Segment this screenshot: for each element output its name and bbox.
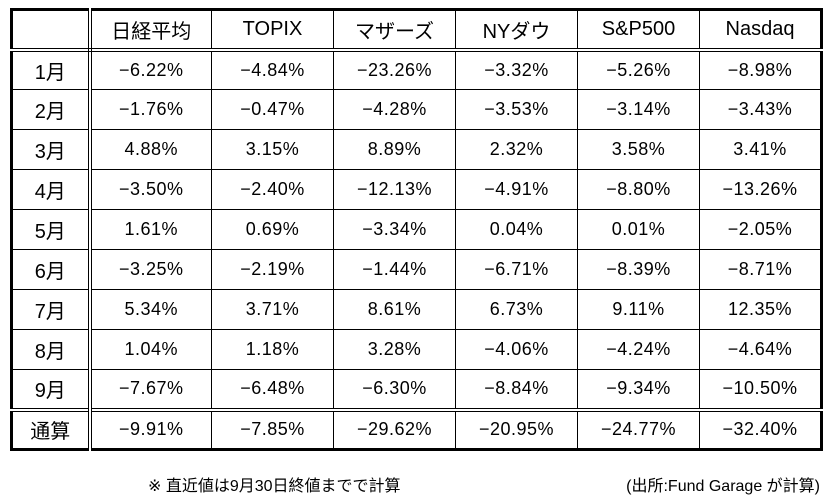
table-cell: 3.58% <box>577 129 700 170</box>
table-row: 6月 −3.25% −2.19% −1.44% −6.71% −8.39% −8.71% <box>11 249 822 290</box>
table-cell: 1.04% <box>89 329 212 370</box>
table-cell: 4.88% <box>89 129 212 170</box>
column-header: 日経平均 <box>89 9 212 52</box>
table-cell: −8.39% <box>577 249 700 290</box>
footnotes: ※ 直近値は9月30日終値までで計算 (出所:Fund Garage が計算) <box>10 472 820 496</box>
table-cell: −4.64% <box>699 329 822 370</box>
table-cell: 3.71% <box>211 289 334 330</box>
table-row: 9月 −7.67% −6.48% −6.30% −8.84% −9.34% −10.50% <box>11 369 822 410</box>
table-cell: −20.95% <box>455 407 578 450</box>
table-cell: −32.40% <box>699 407 822 450</box>
table-cell: 8.89% <box>333 129 456 170</box>
corner-cell <box>11 9 92 52</box>
column-header: S&P500 <box>577 9 700 52</box>
table-body: 1月 −6.22% −4.84% −23.26% −3.32% −5.26% −8.98% 2… <box>11 49 822 450</box>
table-cell: −2.19% <box>211 249 334 290</box>
table-cell: −9.91% <box>89 407 212 450</box>
table-cell: −8.71% <box>699 249 822 290</box>
row-label: 8月 <box>11 329 92 370</box>
table-cell: −8.80% <box>577 169 700 210</box>
header-row: 日経平均 TOPIX マザーズ NYダウ S&P500 Nasdaq <box>11 9 822 52</box>
table-cell: −4.91% <box>455 169 578 210</box>
table-cell: −0.47% <box>211 89 334 130</box>
table-row: 通算 −9.91% −7.85% −29.62% −20.95% −24.77% −32.4… <box>11 407 822 450</box>
table-cell: −4.84% <box>211 49 334 90</box>
table-cell: −5.26% <box>577 49 700 90</box>
table-row: 5月 1.61% 0.69% −3.34% 0.04% 0.01% −2.05% <box>11 209 822 250</box>
table-cell: −3.50% <box>89 169 212 210</box>
table-cell: 0.04% <box>455 209 578 250</box>
footnote-calculation-note: ※ 直近値は9月30日終値までで計算 <box>148 478 401 495</box>
row-label: 通算 <box>11 407 92 450</box>
column-header: Nasdaq <box>699 9 822 52</box>
row-label: 2月 <box>11 89 92 130</box>
table-cell: −3.53% <box>455 89 578 130</box>
row-label: 4月 <box>11 169 92 210</box>
table-row: 7月 5.34% 3.71% 8.61% 6.73% 9.11% 12.35% <box>11 289 822 330</box>
row-label: 5月 <box>11 209 92 250</box>
table-cell: 2.32% <box>455 129 578 170</box>
table-cell: −4.06% <box>455 329 578 370</box>
table-cell: −24.77% <box>577 407 700 450</box>
table-cell: −8.84% <box>455 369 578 410</box>
table-cell: −12.13% <box>333 169 456 210</box>
table-cell: 0.69% <box>211 209 334 250</box>
table-cell: −2.40% <box>211 169 334 210</box>
table-cell: −1.76% <box>89 89 212 130</box>
table-cell: −3.34% <box>333 209 456 250</box>
table-cell: 1.18% <box>211 329 334 370</box>
column-header: NYダウ <box>455 9 578 52</box>
column-header: マザーズ <box>333 9 456 52</box>
table-cell: −1.44% <box>333 249 456 290</box>
row-label: 1月 <box>11 49 92 90</box>
table-cell: −23.26% <box>333 49 456 90</box>
table-cell: −6.48% <box>211 369 334 410</box>
table-row: 8月 1.04% 1.18% 3.28% −4.06% −4.24% −4.64% <box>11 329 822 370</box>
table-cell: −9.34% <box>577 369 700 410</box>
table-row: 2月 −1.76% −0.47% −4.28% −3.53% −3.14% −3.43% <box>11 89 822 130</box>
table-cell: −3.14% <box>577 89 700 130</box>
table-cell: −2.05% <box>699 209 822 250</box>
table-cell: −4.28% <box>333 89 456 130</box>
table-cell: 8.61% <box>333 289 456 330</box>
table-cell: −13.26% <box>699 169 822 210</box>
table-cell: 5.34% <box>89 289 212 330</box>
table-cell: −6.30% <box>333 369 456 410</box>
table-row: 4月 −3.50% −2.40% −12.13% −4.91% −8.80% −13.26% <box>11 169 822 210</box>
table-cell: −3.43% <box>699 89 822 130</box>
footnote-source: (出所:Fund Garage が計算) <box>626 478 820 495</box>
table-cell: 12.35% <box>699 289 822 330</box>
table-cell: 3.28% <box>333 329 456 370</box>
table-cell: −10.50% <box>699 369 822 410</box>
table-cell: 3.41% <box>699 129 822 170</box>
column-header: TOPIX <box>211 9 334 52</box>
table-cell: 6.73% <box>455 289 578 330</box>
table-cell: 9.11% <box>577 289 700 330</box>
table-cell: −3.32% <box>455 49 578 90</box>
table-cell: −7.67% <box>89 369 212 410</box>
row-label: 7月 <box>11 289 92 330</box>
table-cell: 1.61% <box>89 209 212 250</box>
monthly-performance-table: 日経平均 TOPIX マザーズ NYダウ S&P500 Nasdaq 1月 −6.22% −4… <box>10 8 823 451</box>
table-cell: −29.62% <box>333 407 456 450</box>
table-row: 3月 4.88% 3.15% 8.89% 2.32% 3.58% 3.41% <box>11 129 822 170</box>
table-cell: −7.85% <box>211 407 334 450</box>
row-label: 3月 <box>11 129 92 170</box>
table-cell: −8.98% <box>699 49 822 90</box>
table-cell: −6.71% <box>455 249 578 290</box>
table-cell: −4.24% <box>577 329 700 370</box>
row-label: 6月 <box>11 249 92 290</box>
table-cell: 0.01% <box>577 209 700 250</box>
table-cell: 3.15% <box>211 129 334 170</box>
table-cell: −3.25% <box>89 249 212 290</box>
table-cell: −6.22% <box>89 49 212 90</box>
table-row: 1月 −6.22% −4.84% −23.26% −3.32% −5.26% −8.98% <box>11 49 822 90</box>
row-label: 9月 <box>11 369 92 410</box>
